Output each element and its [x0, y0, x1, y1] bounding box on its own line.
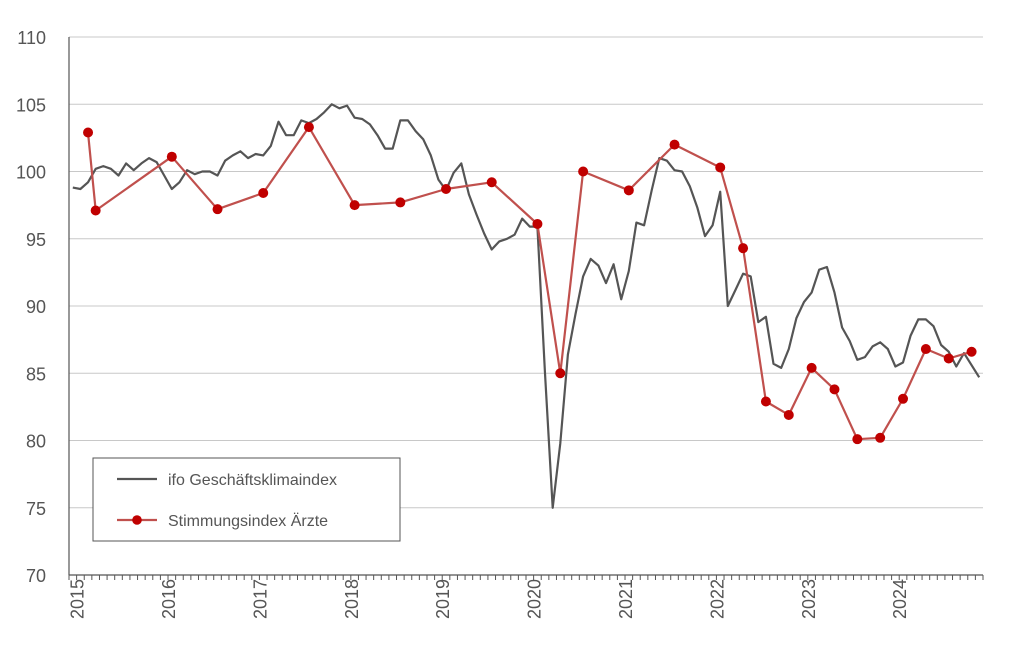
x-tick-label: 2015 [68, 579, 88, 619]
legend-box [92, 457, 401, 542]
legend-marker-aerzte [132, 515, 142, 525]
data-point-aerzte [623, 185, 634, 196]
gridlines [69, 36, 983, 509]
data-point-aerzte [532, 218, 543, 229]
x-tick-label: 2022 [707, 579, 727, 619]
y-axis-tick-labels: 70 75 80 85 90 95 100 105 110 [16, 28, 46, 586]
y-tick-label: 95 [26, 230, 46, 250]
data-point-aerzte [898, 393, 909, 404]
legend-label-aerzte: Stimmungsindex Ärzte [168, 512, 328, 530]
x-tick-label: 2018 [342, 579, 362, 619]
data-point-aerzte [783, 409, 794, 420]
y-tick-label: 75 [26, 499, 46, 519]
y-tick-label: 90 [26, 297, 46, 317]
x-tick-label: 2021 [616, 579, 636, 619]
data-point-aerzte [943, 353, 954, 364]
legend-label-ifo: ifo Geschäftsklimaindex [168, 472, 337, 489]
data-point-aerzte [441, 183, 452, 194]
y-tick-label: 85 [26, 364, 46, 384]
data-point-aerzte [486, 177, 497, 188]
series-line-aerzte [86, 125, 972, 441]
data-point-aerzte [83, 127, 94, 138]
data-point-aerzte [349, 200, 360, 211]
x-tick-label: 2020 [525, 579, 545, 619]
data-point-aerzte [555, 368, 566, 379]
x-axis-tick-labels: 2015 2016 2017 2018 2019 2020 2021 2022 2023 2024 [68, 579, 911, 619]
data-point-aerzte [166, 151, 177, 162]
data-point-aerzte [852, 434, 863, 445]
x-tick-label: 2024 [890, 579, 910, 619]
data-point-aerzte [669, 139, 680, 150]
data-point-aerzte [715, 162, 726, 173]
data-point-aerzte [806, 362, 817, 373]
data-point-aerzte [760, 396, 771, 407]
data-point-aerzte [738, 243, 749, 254]
y-tick-label: 80 [26, 432, 46, 452]
legend: ifo Geschäftsklimaindex Stimmungsindex Ä… [92, 457, 401, 542]
axes [68, 37, 984, 580]
data-point-aerzte [966, 346, 977, 357]
y-tick-label: 70 [26, 566, 46, 586]
data-point-aerzte [90, 205, 101, 216]
data-point-aerzte [578, 166, 589, 177]
data-point-aerzte [212, 204, 223, 215]
data-point-aerzte [829, 384, 840, 395]
series-line-ifo [72, 103, 981, 509]
x-tick-label: 2023 [799, 579, 819, 619]
y-tick-label: 100 [16, 163, 46, 183]
data-point-aerzte [920, 344, 931, 355]
data-point-aerzte [258, 188, 269, 199]
data-point-aerzte [395, 197, 406, 208]
series [72, 103, 981, 509]
x-tick-label: 2019 [433, 579, 453, 619]
data-point-aerzte [875, 432, 886, 443]
y-tick-label: 110 [17, 28, 46, 48]
x-tick-label: 2017 [250, 579, 270, 619]
y-tick-label: 105 [16, 95, 46, 115]
x-tick-label: 2016 [159, 579, 179, 619]
data-point-aerzte [303, 122, 314, 133]
